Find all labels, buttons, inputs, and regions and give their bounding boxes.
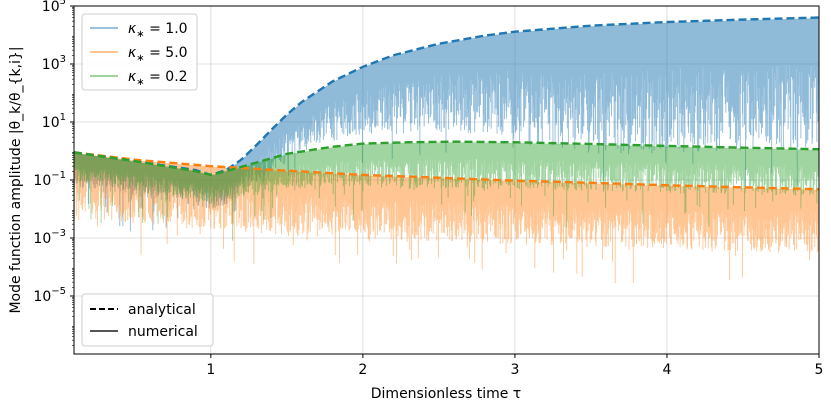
legend-box: [81, 293, 214, 347]
analytical-lines: [74, 16, 819, 191]
y-tick-label: 103: [42, 54, 66, 73]
y-tick-label: 101: [42, 112, 66, 131]
x-tick-label: 1: [206, 362, 215, 378]
legend-label: κ∗ = 1.0: [128, 21, 188, 40]
numerical-band: [74, 152, 819, 284]
y-tick-label: 105: [42, 0, 66, 15]
numerical-band: [74, 142, 819, 241]
numerical-bands: [74, 18, 819, 284]
x-tick-label: 2: [358, 362, 367, 378]
y-axis-label: Mode function amplitude |θ_k/θ_{k,i}|: [8, 46, 24, 313]
legend-label: κ∗ = 0.2: [128, 69, 188, 88]
ticks: 1 2 3 4 5 10−5 10−3 10−1 101 103 105: [33, 0, 823, 378]
legend-label: numerical: [128, 324, 198, 340]
analytical-line: [74, 140, 819, 177]
style-legend: analytical numerical: [81, 293, 214, 347]
x-axis-label: Dimensionless time τ: [371, 386, 521, 402]
analytical-line: [74, 151, 819, 191]
legend-label: κ∗ = 5.0: [128, 45, 188, 64]
series-legend: κ∗ = 1.0 κ∗ = 5.0 κ∗ = 0.2: [81, 13, 198, 91]
x-tick-label: 3: [510, 362, 519, 378]
y-tick-label: 10−1: [33, 170, 66, 189]
y-tick-label: 10−5: [33, 286, 66, 305]
y-tick-label: 10−3: [33, 228, 66, 247]
legend-label: analytical: [128, 302, 196, 318]
legend-box: [81, 13, 198, 91]
x-tick-label: 4: [662, 362, 671, 378]
x-tick-label: 5: [815, 362, 824, 378]
numerical-band: [74, 18, 819, 232]
